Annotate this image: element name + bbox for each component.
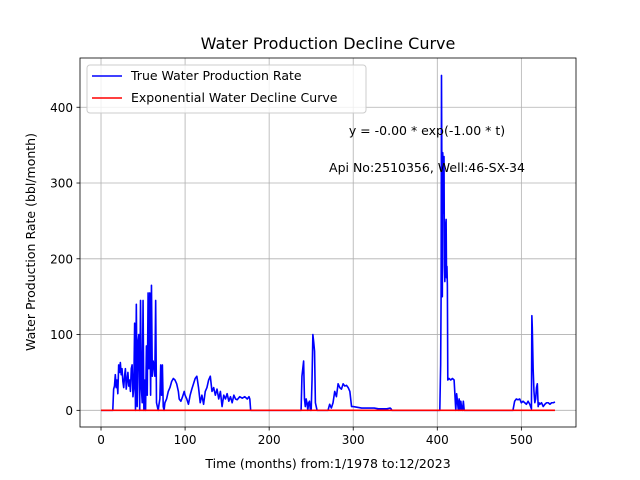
legend: True Water Production Rate Exponential W… bbox=[86, 64, 367, 114]
legend-label-true-rate: True Water Production Rate bbox=[130, 68, 302, 83]
equation-annotation: y = -0.00 * exp(-1.00 * t) bbox=[349, 123, 505, 138]
x-tick-label: 500 bbox=[510, 433, 533, 447]
y-tick-label: 400 bbox=[50, 101, 73, 115]
well-annotation: Api No:2510356, Well:46-SX-34 bbox=[329, 160, 525, 175]
series-line-true-rate bbox=[101, 74, 556, 412]
series-layer bbox=[101, 74, 556, 412]
legend-label-exponential: Exponential Water Decline Curve bbox=[131, 90, 338, 105]
x-tick-label: 400 bbox=[426, 433, 449, 447]
x-tick-label: 200 bbox=[258, 433, 281, 447]
axis-ticks: 0 100 200 300 400 500 0 100 200 300 400 bbox=[50, 101, 533, 447]
chart-title: Water Production Decline Curve bbox=[201, 34, 456, 53]
y-tick-label: 300 bbox=[50, 177, 73, 191]
x-tick-label: 100 bbox=[174, 433, 197, 447]
y-tick-label: 0 bbox=[65, 404, 73, 418]
x-tick-label: 0 bbox=[97, 433, 105, 447]
y-tick-label: 200 bbox=[50, 252, 73, 266]
legend-box bbox=[86, 64, 367, 114]
y-tick-label: 100 bbox=[50, 328, 73, 342]
y-axis-label: Water Production Rate (bbl/month) bbox=[23, 133, 38, 351]
plot-area-frame bbox=[79, 57, 577, 428]
x-axis-label: Time (months) from:1/1978 to:12/2023 bbox=[204, 456, 450, 471]
x-tick-label: 300 bbox=[342, 433, 365, 447]
